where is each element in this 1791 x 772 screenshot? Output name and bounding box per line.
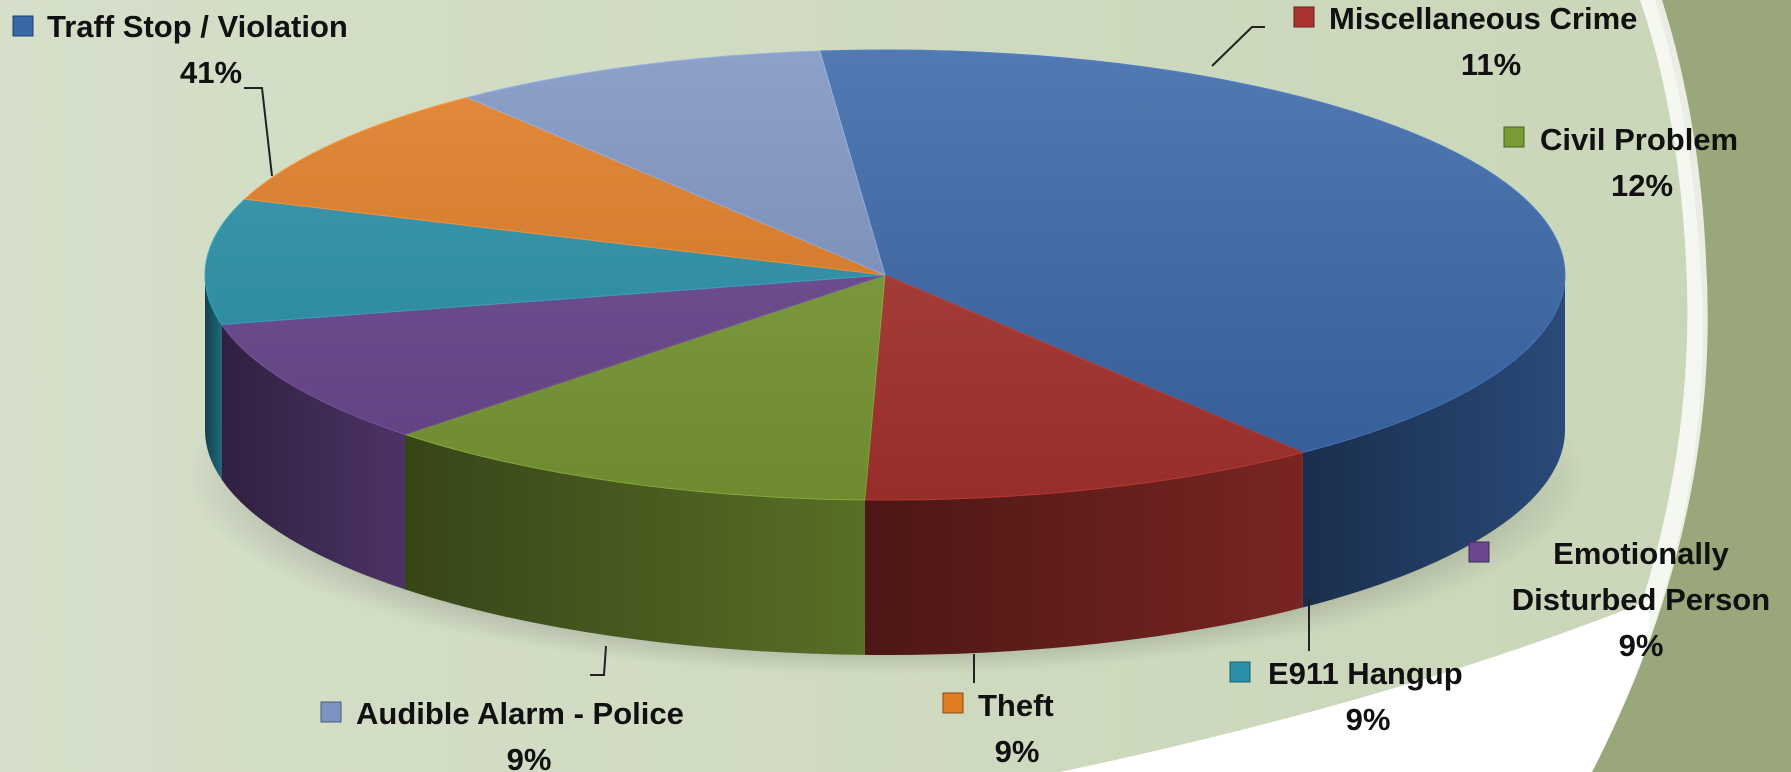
background-swoosh-light [1572, 0, 1708, 772]
marker-alarm [320, 701, 342, 723]
pie-sides [205, 275, 1566, 655]
label-theft-pct: 9% [995, 734, 1040, 769]
label-alarm-pct: 9% [507, 742, 552, 772]
pie-side-miscellaneous-crime [864, 452, 1303, 655]
label-misc-name: Miscellaneous Crime [1329, 1, 1637, 36]
pie-top-shading [205, 50, 1565, 500]
marker-misc [1293, 6, 1315, 28]
label-e911-name: E911 Hangup [1268, 656, 1463, 691]
leader-line-misc [1211, 26, 1265, 67]
background-swoosh-dark [1592, 0, 1791, 772]
label-civil-name: Civil Problem [1540, 122, 1738, 157]
leader-line-traff [244, 87, 273, 177]
pie-side-e911-hangup [205, 275, 222, 480]
background-swoosh-white [1060, 600, 1650, 772]
label-alarm-name: Audible Alarm - Police [356, 696, 684, 731]
leader-line-alarm [590, 645, 607, 676]
marker-e911 [1229, 661, 1251, 683]
label-traff-pct: 41% [180, 55, 242, 90]
marker-civil [1503, 126, 1525, 148]
label-traff-name: Traff Stop / Violation [47, 9, 348, 44]
label-edp-line2: Disturbed Person [1512, 582, 1770, 617]
label-edp-line1: Emotionally [1553, 536, 1729, 571]
label-edp-pct: 9% [1619, 628, 1664, 663]
legend-markers [12, 6, 1525, 723]
label-civil-pct: 12% [1611, 168, 1673, 203]
label-misc-pct: 11% [1461, 47, 1521, 82]
marker-edp [1468, 541, 1490, 563]
pie-side-emotionally-disturbed-person [221, 324, 406, 590]
label-theft-name: Theft [978, 688, 1054, 723]
marker-traff [12, 15, 34, 37]
marker-theft [942, 692, 964, 714]
label-e911-pct: 9% [1346, 702, 1391, 737]
pie-side-civil-problem [405, 434, 865, 655]
pie-tops [204, 49, 1566, 501]
pie-side-traff-stop-violation [1302, 275, 1566, 608]
